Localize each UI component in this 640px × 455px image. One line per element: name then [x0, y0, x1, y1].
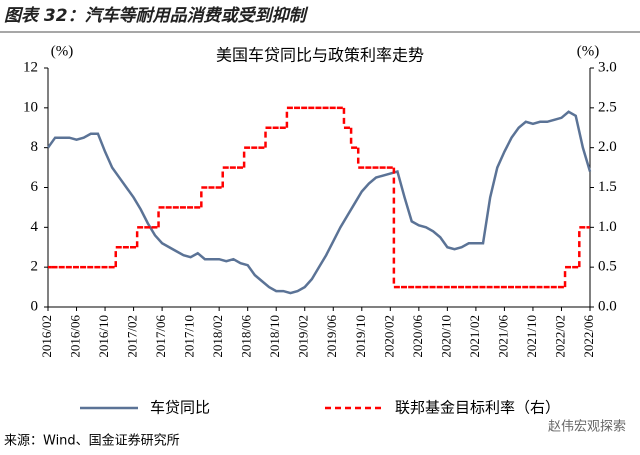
y2-tick-label: 2.5 — [598, 99, 617, 115]
x-tick-label: 2021/06 — [495, 315, 510, 358]
x-tick-label: 2021/10 — [524, 315, 539, 358]
x-tick-label: 2021/02 — [467, 315, 482, 358]
x-tick-label: 2022/02 — [552, 315, 567, 358]
y-tick-label: 12 — [23, 59, 38, 75]
x-tick-label: 2017/02 — [125, 315, 140, 358]
watermark: 赵伟宏观探索 — [548, 420, 626, 435]
figure-title: 图表 32：汽车等耐用品消费或受到抑制 — [4, 6, 309, 26]
x-tick-label: 2016/02 — [39, 315, 54, 358]
y2-tick-label: 3.0 — [598, 59, 617, 75]
y2-tick-label: 0.5 — [598, 259, 617, 275]
x-tick-label: 2019/02 — [296, 315, 311, 358]
y-tick-label: 10 — [23, 99, 38, 115]
chart-title: 美国车贷同比与政策利率走势 — [216, 46, 424, 65]
y-axis-label: (%) — [51, 43, 74, 59]
y-tick-label: 4 — [31, 219, 39, 235]
x-tick-label: 2018/10 — [267, 315, 282, 358]
y-tick-label: 2 — [31, 259, 39, 275]
y2-tick-label: 1.5 — [598, 179, 617, 195]
y2-axis-label: (%) — [577, 43, 600, 59]
x-tick-label: 2020/06 — [410, 315, 425, 358]
x-tick-label: 2017/06 — [153, 315, 168, 358]
x-tick-label: 2016/06 — [68, 315, 83, 358]
y-tick-label: 0 — [31, 298, 39, 314]
y-tick-label: 6 — [31, 179, 39, 195]
series-line — [46, 110, 592, 295]
source: 来源：Wind、国金证券研究所 — [4, 433, 180, 449]
x-tick-label: 2020/02 — [381, 315, 396, 358]
y2-tick-label: 2.0 — [598, 139, 617, 155]
y2-tick-label: 0.0 — [598, 298, 617, 314]
y-tick-label: 8 — [31, 139, 39, 155]
x-tick-label: 2020/10 — [438, 315, 453, 358]
x-tick-label: 2019/06 — [324, 315, 339, 358]
x-tick-label: 2022/06 — [581, 315, 596, 358]
x-tick-label: 2018/06 — [239, 315, 254, 358]
y2-tick-label: 1.0 — [598, 219, 617, 235]
x-tick-label: 2017/10 — [182, 315, 197, 358]
x-tick-label: 2018/02 — [210, 315, 225, 358]
legend-label: 联邦基金目标利率（右） — [395, 399, 560, 417]
x-tick-label: 2016/10 — [96, 315, 111, 358]
legend-label: 车贷同比 — [150, 399, 210, 417]
x-tick-label: 2019/10 — [353, 315, 368, 358]
